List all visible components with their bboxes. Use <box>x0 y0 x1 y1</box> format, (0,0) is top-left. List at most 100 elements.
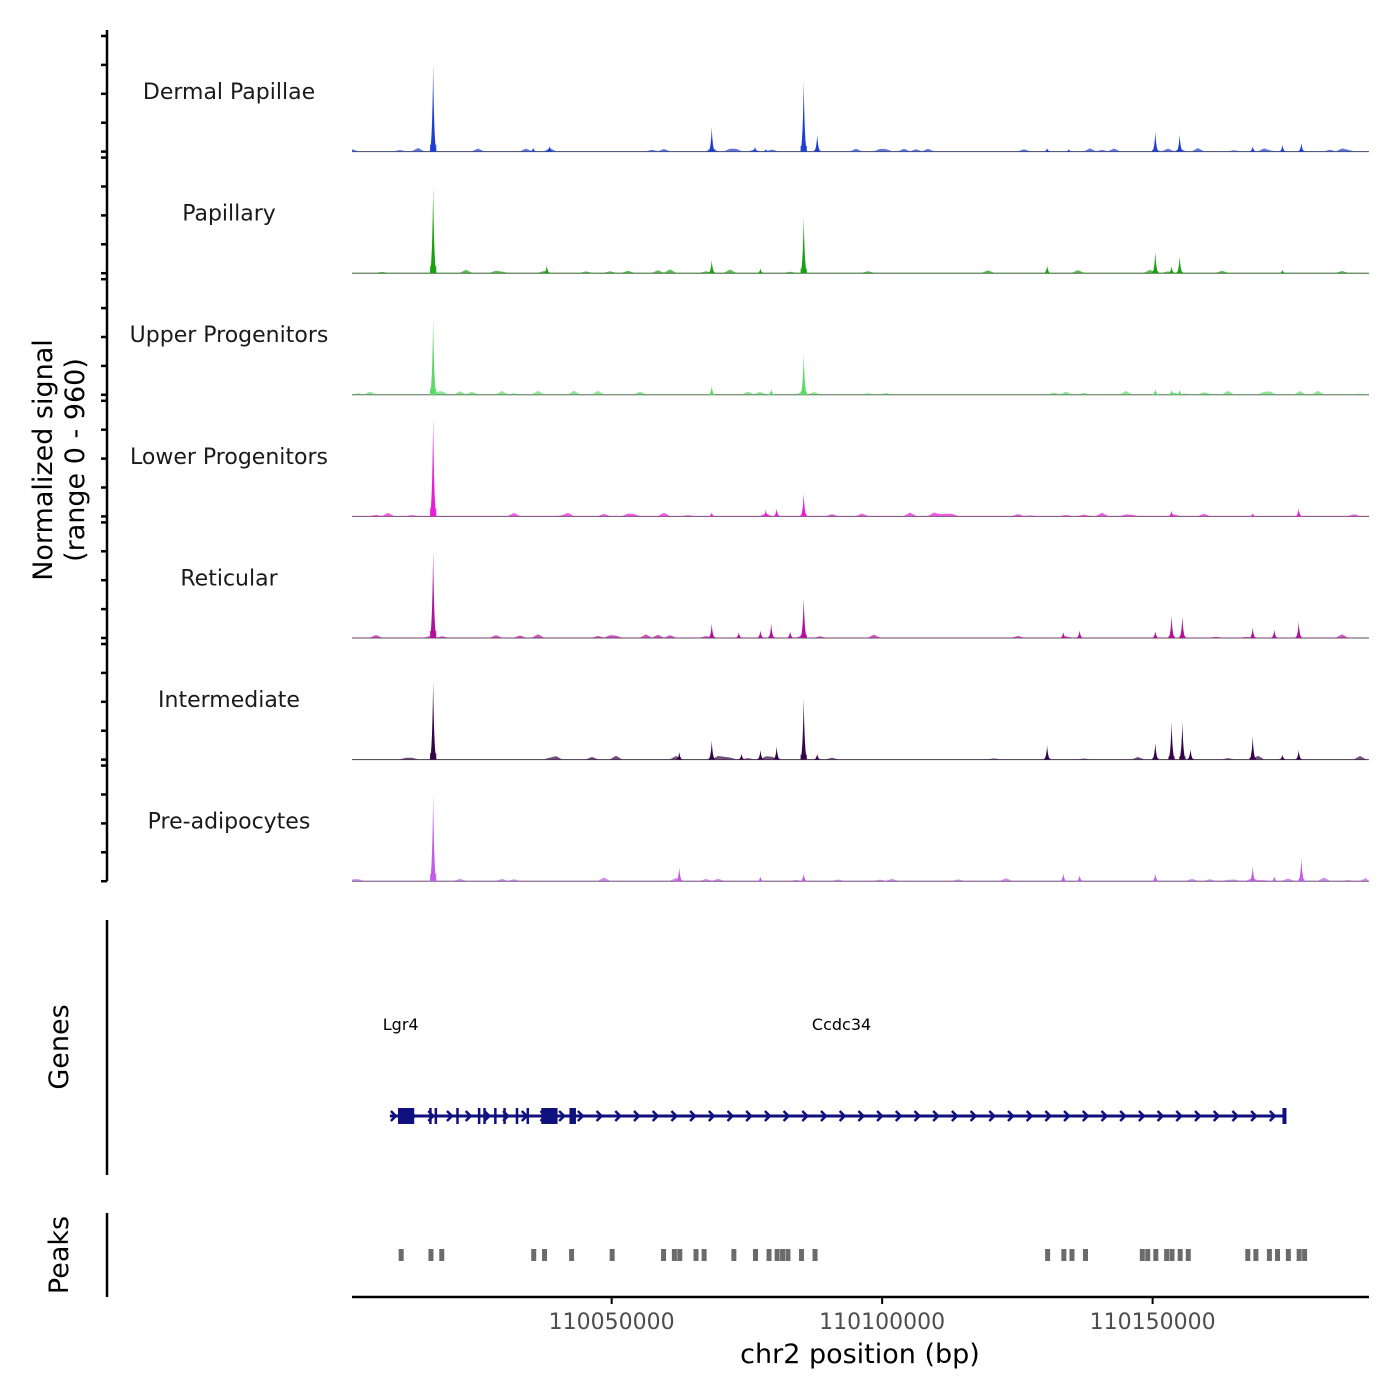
coverage-peak-base <box>800 634 807 638</box>
peak-region <box>780 1249 786 1261</box>
track-reticular: Reticular <box>180 549 1369 639</box>
coverage-peak-base <box>1176 150 1183 152</box>
track-noise <box>352 512 1369 517</box>
coverage-peak <box>762 509 770 517</box>
strand-arrow <box>1268 1110 1277 1122</box>
strand-arrow <box>950 1110 959 1122</box>
coverage-peak <box>1076 875 1083 882</box>
peak-region <box>693 1249 699 1261</box>
coverage-peak <box>751 146 759 152</box>
coverage-peak-base <box>814 150 821 152</box>
coverage-peak <box>1176 390 1183 395</box>
coverage-peak-base <box>1187 758 1194 760</box>
coverage-peak-base <box>757 637 764 638</box>
strand-arrow <box>932 1110 940 1122</box>
coverage-peak <box>1271 629 1278 638</box>
coverage-tracks: Dermal Papillae Papillary Upper Progenitor… <box>130 64 1369 882</box>
peak-region <box>1302 1249 1308 1261</box>
coverage-peak <box>762 149 770 152</box>
peaks-track-title: Peaks <box>44 1216 75 1294</box>
strand-arrow <box>988 1110 997 1122</box>
strand-arrow <box>1119 1110 1127 1122</box>
track-upper-progenitors: Upper Progenitors <box>130 317 1369 396</box>
coverage-peak <box>768 389 775 395</box>
coverage-peak-base <box>1179 756 1186 760</box>
x-axis-title: chr2 position (bp) <box>740 1339 980 1370</box>
coverage-peak-base <box>1043 272 1051 274</box>
coverage-peak <box>429 185 437 274</box>
coverage-peak <box>530 147 537 152</box>
coverage-peak <box>1298 143 1305 152</box>
coverage-peak <box>800 597 807 638</box>
coverage-peak-base <box>429 874 437 882</box>
coverage-peak <box>1060 632 1067 638</box>
strand-arrow <box>1231 1110 1240 1122</box>
strand-arrow <box>1063 1110 1071 1122</box>
coverage-peak-base <box>762 515 770 517</box>
peak-region <box>439 1249 445 1261</box>
coverage-peak-base <box>773 758 780 760</box>
peak-region <box>1253 1249 1259 1261</box>
peak-region <box>1266 1249 1272 1261</box>
coverage-peak-base <box>708 758 715 760</box>
gene-label-lgr4: Lgr4 <box>383 1015 419 1034</box>
strand-arrow <box>894 1110 903 1122</box>
coverage-peak-base <box>708 272 715 274</box>
coverage-peak <box>800 493 807 517</box>
coverage-peak-base <box>1295 758 1302 760</box>
coverage-peak <box>1279 144 1286 152</box>
coverage-peak <box>429 793 437 882</box>
strand-arrow <box>838 1110 847 1122</box>
coverage-peak <box>1249 627 1256 638</box>
peak-region <box>1082 1249 1088 1261</box>
track-label: Intermediate <box>158 688 300 713</box>
coverage-peak-base <box>800 268 807 274</box>
coverage-peak-base <box>676 758 683 760</box>
coverage-peak <box>1249 866 1256 882</box>
coverage-peak <box>1076 630 1083 638</box>
strand-arrow <box>876 1110 884 1122</box>
track-lower-progenitors: Lower Progenitors <box>130 416 1369 517</box>
track-dermal-papillae: Dermal Papillae <box>143 64 1369 153</box>
coverage-peak-base <box>800 754 807 760</box>
coverage-peak <box>1295 508 1302 517</box>
strand-arrow <box>1081 1110 1090 1122</box>
strand-arrow <box>1137 1110 1146 1122</box>
track-label: Lower Progenitors <box>130 445 328 470</box>
coverage-peak <box>429 416 437 517</box>
coverage-peak <box>1179 721 1186 760</box>
strand-arrow <box>689 1110 697 1122</box>
strand-arrow <box>1025 1110 1034 1122</box>
peak-region <box>1177 1249 1183 1261</box>
exon-block <box>1282 1108 1287 1124</box>
coverage-peak <box>1152 251 1159 274</box>
strand-arrow <box>483 1110 492 1122</box>
coverage-peak <box>1176 256 1183 274</box>
strand-arrow <box>651 1110 660 1122</box>
x-tick-label: 110050000 <box>549 1310 675 1335</box>
coverage-peak <box>1295 621 1302 638</box>
strand-arrow <box>1100 1110 1109 1122</box>
coverage-peak <box>1065 149 1072 152</box>
coverage-peak <box>757 630 764 638</box>
coverage-peak-base <box>429 266 437 274</box>
peak-region <box>774 1249 780 1261</box>
coverage-peak <box>676 866 683 882</box>
peak-region <box>1285 1249 1291 1261</box>
strand-arrow <box>745 1110 753 1122</box>
strand-arrow <box>670 1110 679 1122</box>
strand-arrow <box>595 1110 604 1122</box>
strand-arrow <box>913 1110 922 1122</box>
strand-arrow <box>1194 1110 1202 1122</box>
coverage-peak <box>1249 735 1256 760</box>
peak-region <box>731 1249 737 1261</box>
coverage-peak <box>757 750 764 760</box>
strand-arrow <box>1156 1110 1165 1122</box>
peak-region <box>701 1249 707 1261</box>
peak-region <box>1164 1249 1170 1261</box>
coverage-peak <box>738 753 745 760</box>
peak-region <box>753 1249 759 1261</box>
strand-arrow <box>633 1110 641 1122</box>
coverage-peak <box>757 268 764 274</box>
coverage-peak-base <box>429 144 437 152</box>
